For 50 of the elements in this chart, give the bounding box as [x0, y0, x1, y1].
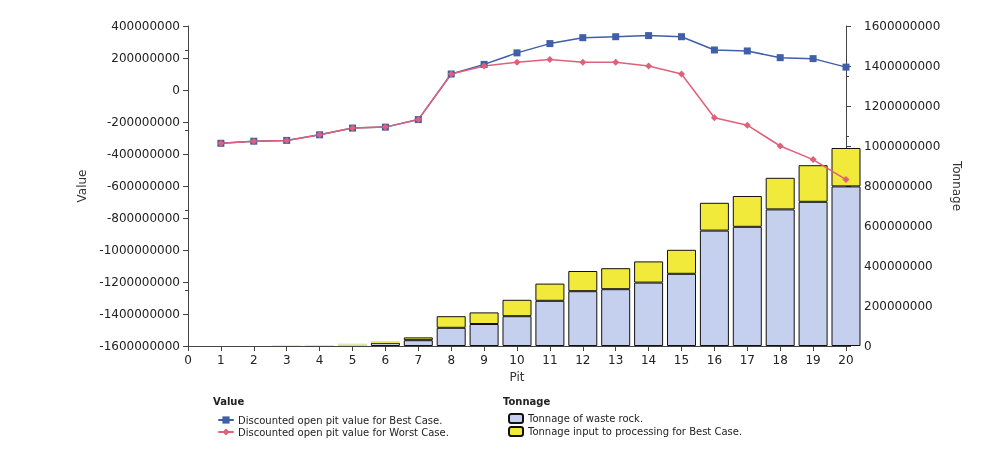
- y-tick-label: -1600000000: [99, 339, 180, 353]
- x-tick-label: 0: [184, 353, 192, 367]
- x-tick-label: 11: [542, 353, 558, 367]
- x-tick-label: 3: [282, 353, 291, 367]
- x-tick-label: 8: [447, 353, 456, 367]
- y2-tick-label: 1000000000: [864, 139, 941, 153]
- y-tick-label: -1200000000: [99, 275, 180, 289]
- y-tick-label: -1400000000: [99, 307, 180, 321]
- x-tick-label: 20: [838, 353, 854, 367]
- legend-label: Tonnage of waste rock.: [527, 413, 644, 424]
- legend-label: Discounted open pit value for Worst Case.: [238, 426, 449, 438]
- x-tick-label: 4: [315, 353, 324, 367]
- y-tick-label: -200000000: [106, 115, 180, 129]
- text: Value: [213, 395, 245, 407]
- y2-tick-label: 600000000: [864, 219, 933, 233]
- legend-label: Discounted open pit value for Best Case.: [238, 414, 443, 426]
- y-tick-label: 0: [172, 83, 180, 97]
- y2-tick-label: 800000000: [864, 179, 933, 193]
- y-tick-label: -1000000000: [99, 243, 180, 257]
- x-tick-label: 19: [805, 353, 821, 367]
- y-tick-label: 400000000: [111, 19, 180, 33]
- x-tick-label: 15: [673, 353, 690, 367]
- x-tick-label: 6: [381, 353, 390, 367]
- x-tick-label: 16: [706, 353, 723, 367]
- legend-label: Tonnage input to processing for Best Case.: [527, 426, 743, 437]
- y2-tick-label: 1600000000: [864, 19, 941, 33]
- y-tick-label: 200000000: [111, 51, 180, 65]
- x-tick-label: 10: [509, 353, 525, 367]
- x-tick-label: 2: [249, 353, 258, 367]
- x-tick-label: 17: [739, 353, 755, 367]
- y2-tick-label: 200000000: [864, 299, 933, 313]
- x-tick-label: 9: [480, 353, 488, 367]
- x-tick-label: 18: [772, 353, 788, 367]
- y-axis-title: Value: [75, 169, 90, 203]
- y2-axis-title: Tonnage: [950, 159, 965, 212]
- text: Tonnage: [503, 395, 551, 407]
- x-tick-label: 7: [414, 353, 423, 367]
- x-tick-label: 12: [575, 353, 591, 367]
- x-tick-label: 1: [217, 353, 225, 367]
- y2-tick-label: 1400000000: [864, 59, 941, 73]
- x-tick-label: 14: [640, 353, 657, 367]
- x-tick-label: 5: [348, 353, 357, 367]
- y2-tick-label: 400000000: [864, 259, 933, 273]
- y2-tick-label: 0: [864, 339, 872, 353]
- x-tick-label: 13: [608, 353, 624, 367]
- y-tick-label: -800000000: [106, 211, 180, 225]
- y2-tick-label: 1200000000: [864, 99, 941, 113]
- x-axis-title: Pit: [509, 369, 525, 384]
- y-tick-label: -600000000: [106, 179, 180, 193]
- y-tick-label: -400000000: [106, 147, 180, 161]
